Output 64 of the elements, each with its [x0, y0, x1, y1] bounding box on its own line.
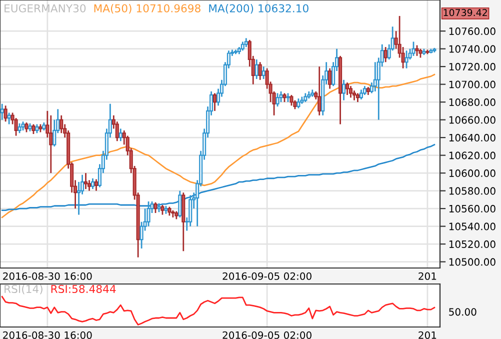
candlestick	[415, 44, 419, 57]
candlestick	[94, 178, 98, 192]
candlestick	[279, 90, 283, 103]
x-tick-label: 2016-08-30 16:00	[3, 331, 92, 339]
candlestick	[404, 50, 408, 70]
y-tick-label: 10580.00	[449, 187, 496, 195]
candlestick	[359, 88, 363, 100]
candlestick	[160, 204, 164, 216]
y-tick-label: 10700.00	[449, 80, 496, 88]
y-tick-label: 10760.00	[449, 27, 496, 35]
candlestick	[60, 114, 64, 134]
candlestick	[276, 92, 280, 108]
x-tick-label: 2016-09-05 02:00	[222, 331, 312, 339]
candlestick	[352, 90, 356, 101]
text: 10739.42	[444, 8, 487, 16]
text: MA(50) 10710.9698	[94, 4, 200, 14]
candlestick	[254, 58, 258, 80]
y-tick-label: 10620.00	[449, 152, 496, 160]
chart-title: EUGERMANY30	[4, 4, 86, 12]
candlestick	[84, 172, 88, 190]
candlestick	[154, 202, 158, 214]
candlestick	[24, 122, 28, 133]
text: MA(200) 10632.10	[209, 4, 308, 14]
candlestick	[328, 68, 332, 90]
y-tick-label: 10740.00	[449, 45, 496, 53]
candlestick	[32, 124, 36, 135]
y-tick-label: 10520.00	[449, 240, 496, 248]
y-tick-label: 10660.00	[449, 116, 496, 124]
candlestick	[118, 128, 122, 142]
y-tick-label: 10560.00	[449, 204, 496, 212]
candlestick	[318, 66, 322, 116]
candlestick	[384, 46, 388, 63]
candlestick	[412, 41, 416, 57]
candlestick	[146, 200, 150, 227]
line-series	[1, 74, 436, 218]
y-tick-label: 10600.00	[449, 169, 496, 177]
candlestick	[348, 85, 353, 98]
candlestick	[212, 92, 217, 112]
candlestick	[90, 178, 95, 190]
candlestick	[4, 104, 8, 122]
candlestick	[188, 194, 192, 227]
candlestick	[345, 82, 350, 96]
candlestick	[296, 98, 300, 109]
y-tick-label: 10500.00	[449, 258, 496, 266]
chart-title: RSI(14)	[4, 284, 42, 294]
candlestick	[0, 103, 4, 120]
series-label: RSI:58.4844	[51, 284, 116, 294]
x-tick-label: 2016-09-05 02:00	[222, 272, 312, 280]
x-tick-label: 201	[418, 272, 436, 280]
x-tick-label: 201	[418, 331, 436, 339]
candlestick	[290, 94, 294, 106]
x-tick-label: 2016-08-30 16:00	[3, 272, 92, 280]
candlestick	[262, 66, 266, 80]
candlestick	[18, 122, 22, 134]
y-tick-label: 10720.00	[449, 62, 496, 70]
y-tick-label: 10680.00	[449, 98, 496, 106]
y-tick-label: 10540.00	[449, 222, 496, 230]
candlestick	[342, 79, 346, 101]
candlestick	[258, 61, 262, 81]
candlestick	[49, 114, 53, 174]
text: 50.00	[449, 308, 476, 316]
y-tick-label: 10640.00	[449, 134, 496, 142]
candlestick	[7, 112, 11, 125]
candlestick	[178, 190, 182, 218]
